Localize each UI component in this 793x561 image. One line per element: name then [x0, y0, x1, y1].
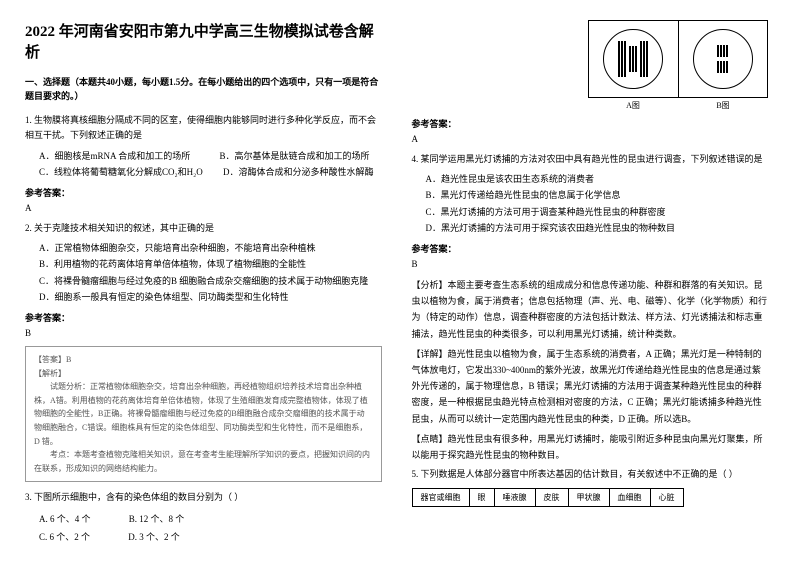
q4-analysis-p1: 【分析】本题主要考查生态系统的组成成分和信息传递功能、种群和群落的有关知识。昆虫… — [412, 277, 769, 342]
q4-optB: B．黑光灯传递给趋光性昆虫的信息属于化学信息 — [426, 187, 769, 203]
q4-optD: D．黑光灯诱捕的方法可用于探究该农田趋光性昆虫的物种数目 — [426, 220, 769, 236]
q3-optB: B. 12 个、8 个 — [129, 514, 185, 524]
q4-analysis-p3: 【点睛】趋光性昆虫有很多种，用黑光灯诱捕时，能吸引附近多种昆虫向黑光灯聚集，所以… — [412, 431, 769, 463]
section-heading: 一、选择题（本题共40小题，每小题1.5分。在每小题给出的四个选项中，只有一项是… — [25, 76, 382, 103]
td-thyroid: 甲状腺 — [568, 489, 609, 507]
q2-analysis-box: 【答案】B 【解析】 试题分析：正常植物体细胞杂交，培育出杂种细胞，再经植物组织… — [25, 346, 382, 482]
chromosome-diagram: A图 B图 — [588, 20, 768, 111]
q1-optC: C．线粒体将葡萄糖氧化分解成CO₂和H₂O — [39, 167, 203, 177]
q3-stem: 3. 下图所示细胞中，含有的染色体组的数目分别为（ ） — [25, 490, 382, 505]
analysis-head2: 【解析】 — [34, 367, 373, 381]
q4-analysis-p2: 【详解】趋光性昆虫以植物为食，属于生态系统的消费者，A 正确；黑光灯是一种特制的… — [412, 346, 769, 427]
q1-optA: A．细胞核是mRNA 合成和加工的场所 — [39, 151, 190, 161]
diagram-A — [589, 21, 679, 97]
q3-answer-label: 参考答案： — [412, 117, 769, 130]
q4-stem: 4. 某同学运用黑光灯诱捕的方法对农田中具有趋光性的昆虫进行调查，下列叙述错误的… — [412, 152, 769, 167]
q5-stem: 5. 下列数据是人体部分器官中所表达基因的估计数目，有关叙述中不正确的是（ ） — [412, 467, 769, 482]
diagram-B — [679, 21, 768, 97]
q1-answer: A — [25, 203, 382, 213]
exam-title: 2022 年河南省安阳市第九中学高三生物模拟试卷含解析 — [25, 20, 382, 62]
analysis-body2: 考点：本题考查植物克隆相关知识，意在考查考生能理解所学知识的要点，把握知识间的内… — [34, 448, 373, 475]
q4-optA: A．趋光性昆虫是该农田生态系统的消费者 — [426, 171, 769, 187]
q2-answer-label: 参考答案： — [25, 311, 382, 324]
analysis-body1: 试题分析：正常植物体细胞杂交，培育出杂种细胞，再经植物组织培养技术培育出杂种植株… — [34, 380, 373, 448]
td-eye: 眼 — [469, 489, 494, 507]
q4-optC: C．黑光灯诱捕的方法可用于调查某种趋光性昆虫的种群密度 — [426, 204, 769, 220]
organ-table: 器官或细胞 眼 唾液腺 皮肤 甲状腺 血细胞 心脏 — [412, 488, 684, 507]
q3-optA: A. 6 个、4 个 — [39, 514, 91, 524]
q2-optD: D．细胞系一般具有恒定的染色体组型、同功酶类型和生化特性 — [39, 289, 382, 305]
q2-options: A．正常植物体细胞杂交，只能培育出杂种细胞，不能培育出杂种植株 B．利用植物的花… — [25, 240, 382, 305]
th-organ: 器官或细胞 — [412, 489, 469, 507]
td-blood: 血细胞 — [609, 489, 650, 507]
q1-optB: B．高尔基体是肽链合成和加工的场所 — [220, 151, 370, 161]
q1-options: A．细胞核是mRNA 合成和加工的场所 B．高尔基体是肽链合成和加工的场所 C．… — [25, 148, 382, 180]
td-saliva: 唾液腺 — [494, 489, 535, 507]
q3-options: A. 6 个、4 个 B. 12 个、8 个 C. 6 个、2 个 D. 3 个… — [25, 510, 382, 546]
q2-optA: A．正常植物体细胞杂交，只能培育出杂种细胞，不能培育出杂种植株 — [39, 240, 382, 256]
q1-answer-label: 参考答案： — [25, 186, 382, 199]
q1-stem: 1. 生物膜将真核细胞分隔成不同的区室，使得细胞内能够同时进行多种化学反应，而不… — [25, 113, 382, 144]
q4-options: A．趋光性昆虫是该农田生态系统的消费者 B．黑光灯传递给趋光性昆虫的信息属于化学… — [412, 171, 769, 236]
q2-optB: B．利用植物的花药离体培育单倍体植物，体现了植物细胞的全能性 — [39, 256, 382, 272]
analysis-head: 【答案】B — [34, 353, 373, 367]
q2-stem: 2. 关于克隆技术相关知识的叙述，其中正确的是 — [25, 221, 382, 236]
q3-answer: A — [412, 134, 769, 144]
q4-answer-label: 参考答案： — [412, 242, 769, 255]
q2-optC: C．将裸骨髓瘤细胞与经过免疫的B 细胞融合成杂交瘤细胞的技术属于动物细胞克隆 — [39, 273, 382, 289]
td-heart: 心脏 — [650, 489, 683, 507]
left-column: 2022 年河南省安阳市第九中学高三生物模拟试卷含解析 一、选择题（本题共40小… — [25, 20, 382, 546]
diagram-label-B: B图 — [678, 100, 768, 111]
q4-answer: B — [412, 259, 769, 269]
q3-optD: D. 3 个、2 个 — [128, 532, 180, 542]
q3-optC: C. 6 个、2 个 — [39, 532, 90, 542]
q2-answer: B — [25, 328, 382, 338]
right-column: A图 B图 参考答案： A 4. 某同学运用黑光灯诱捕的方法对农田中具有趋光性的… — [412, 20, 769, 546]
td-skin: 皮肤 — [535, 489, 568, 507]
q1-optD: D．溶酶体合成和分泌多种酸性水解酶 — [223, 167, 374, 177]
diagram-label-A: A图 — [588, 100, 678, 111]
